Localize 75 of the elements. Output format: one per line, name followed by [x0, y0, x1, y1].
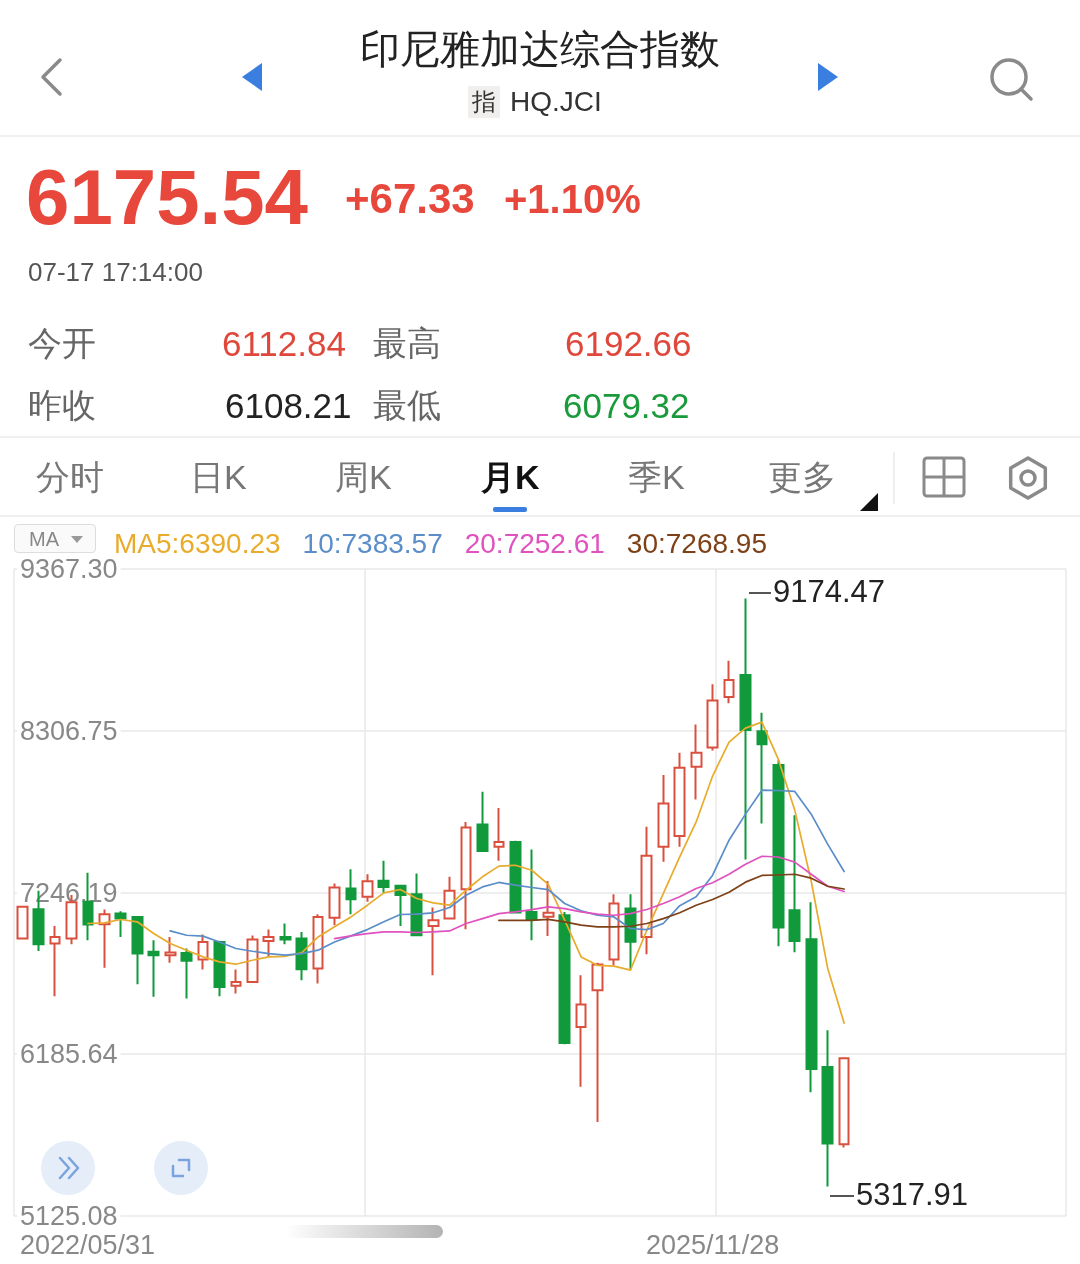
- text: 2022/05/31: [20, 1230, 156, 1260]
- text: 6192.66: [565, 324, 692, 363]
- text: 最低: [373, 386, 441, 424]
- text: +1.10%: [504, 177, 641, 221]
- text: 最高: [373, 324, 441, 362]
- candlestick: [246, 934, 259, 984]
- text: 季K: [628, 458, 685, 496]
- candlestick: [640, 825, 653, 956]
- candlestick: [230, 968, 242, 995]
- candlestick: [262, 928, 275, 958]
- text: 30:7268.95: [626, 527, 767, 559]
- text: 更多: [768, 458, 836, 496]
- candlestick: [723, 659, 735, 705]
- candlestick: [493, 806, 505, 862]
- candlestick: [838, 1057, 850, 1149]
- text: 月K: [481, 458, 540, 496]
- text: 6108.21: [225, 386, 352, 425]
- text: 10:7383.57: [302, 527, 443, 559]
- candlestick: [591, 961, 604, 1123]
- badge: 指: [468, 86, 500, 118]
- candlestick: [525, 848, 538, 942]
- text: 6175.54: [26, 153, 308, 241]
- chart-title: 印尼雅加达综合指数: [360, 27, 720, 71]
- annotation: 5317.91: [856, 1177, 969, 1212]
- candlestick: [476, 790, 489, 853]
- candlestick: [427, 906, 440, 977]
- candlestick: [312, 913, 324, 985]
- y-tick-label: 9367.30: [20, 554, 118, 584]
- text: 周K: [335, 458, 392, 496]
- candlestick: [377, 859, 390, 894]
- candlestick: [805, 901, 818, 1094]
- candlestick: [821, 1029, 834, 1188]
- candlestick: [690, 723, 703, 801]
- candlestick: [509, 839, 522, 914]
- candlestick: [131, 915, 144, 986]
- line-series: [169, 789, 845, 957]
- dropdown-button: MA: [14, 524, 96, 553]
- annotation: 9174.47: [773, 574, 886, 609]
- y-tick-label: 5125.08: [20, 1201, 118, 1231]
- text: 分时: [36, 458, 104, 496]
- candlestick: [49, 924, 61, 998]
- candlestick: [739, 597, 752, 861]
- x-tick-label: 2025/11/28: [646, 1229, 780, 1260]
- candlestick: [558, 910, 571, 1046]
- text: 6079.32: [563, 386, 690, 425]
- candlestick: [164, 935, 177, 964]
- candlestick: [788, 814, 801, 954]
- candlestick: [575, 974, 587, 1088]
- candlestick: [114, 910, 127, 938]
- text: +67.33: [345, 175, 475, 222]
- candlestick: [756, 711, 768, 825]
- candlestick: [706, 683, 719, 752]
- text: 6112.84: [222, 324, 346, 363]
- candlestick: [361, 873, 374, 903]
- candlestick: [180, 947, 193, 1000]
- candlestick: [328, 882, 341, 927]
- candlestick: [279, 922, 292, 946]
- y-tick-label: 6185.64: [20, 1039, 118, 1070]
- line-series: [333, 855, 845, 940]
- candlestick: [147, 939, 160, 998]
- text: 昨收: [28, 386, 96, 424]
- chart-subtitle: HQ.JCI: [510, 86, 602, 117]
- text: 今开: [28, 324, 96, 362]
- text: 07-17 17:14:00: [28, 257, 203, 287]
- candlestick: [657, 774, 670, 863]
- candlestick: [542, 880, 555, 937]
- text: 20:7252.61: [464, 527, 605, 559]
- candlestick: [345, 868, 357, 916]
- candlestick: [460, 820, 472, 931]
- candlestick: [213, 940, 226, 998]
- y-tick-label: 8306.75: [20, 715, 118, 746]
- candlestick: [295, 930, 308, 982]
- candlestick: [673, 751, 686, 848]
- line-series: [498, 873, 845, 928]
- text: 日K: [190, 458, 247, 496]
